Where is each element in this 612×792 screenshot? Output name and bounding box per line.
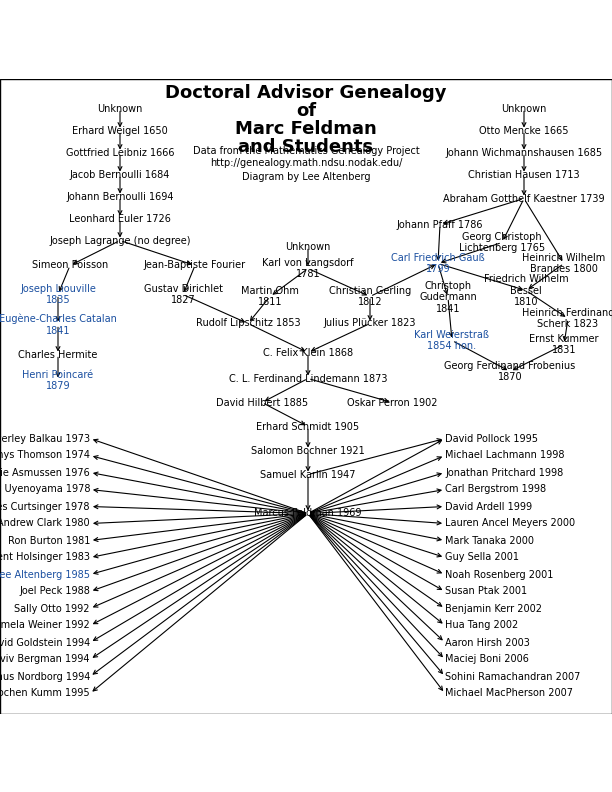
Text: Susan Ptak 2001: Susan Ptak 2001 — [445, 587, 527, 596]
Text: Unknown: Unknown — [285, 242, 330, 252]
Text: Mark Tanaka 2000: Mark Tanaka 2000 — [445, 535, 534, 546]
Text: Noah Rosenberg 2001: Noah Rosenberg 2001 — [445, 569, 553, 580]
Text: Hua Tang 2002: Hua Tang 2002 — [445, 620, 518, 630]
Text: of: of — [296, 102, 316, 120]
Text: Johann Bernoulli 1694: Johann Bernoulli 1694 — [66, 192, 174, 201]
Text: and Students: and Students — [239, 139, 373, 157]
Text: Andrew Clark 1980: Andrew Clark 1980 — [0, 519, 90, 528]
Text: Ernst Kummer
1831: Ernst Kummer 1831 — [529, 333, 599, 356]
Text: Julius Plücker 1823: Julius Plücker 1823 — [324, 318, 416, 329]
Text: Christian Gerling
1812: Christian Gerling 1812 — [329, 286, 411, 307]
Text: Marcus Feldman 1969: Marcus Feldman 1969 — [254, 508, 362, 519]
Text: Christoph
Gudermann
1841: Christoph Gudermann 1841 — [419, 281, 477, 314]
Text: Michael Lachmann 1998: Michael Lachmann 1998 — [445, 451, 564, 460]
Text: Jean-Baptiste Fourier: Jean-Baptiste Fourier — [144, 261, 246, 271]
Text: Lee Altenberg 1985: Lee Altenberg 1985 — [0, 569, 90, 580]
Text: Guy Sella 2001: Guy Sella 2001 — [445, 553, 519, 562]
Text: Carl Friedrich Gauß
1799: Carl Friedrich Gauß 1799 — [391, 253, 485, 274]
Text: Erhard Weigel 1650: Erhard Weigel 1650 — [72, 125, 168, 135]
Text: David Hilbert 1885: David Hilbert 1885 — [216, 398, 308, 408]
Text: James Curtsinger 1978: James Curtsinger 1978 — [0, 501, 90, 512]
Text: Eugène-Charles Catalan
1841: Eugène-Charles Catalan 1841 — [0, 314, 117, 336]
Text: Salomon Bochner 1921: Salomon Bochner 1921 — [251, 445, 365, 455]
Text: C. Felix Klein 1868: C. Felix Klein 1868 — [263, 348, 353, 357]
Text: Sohini Ramachandran 2007: Sohini Ramachandran 2007 — [445, 672, 580, 681]
Text: Pamela Weiner 1992: Pamela Weiner 1992 — [0, 620, 90, 630]
Text: Jochen Kumm 1995: Jochen Kumm 1995 — [0, 688, 90, 699]
Text: Karl von Langsdorf
1781: Karl von Langsdorf 1781 — [263, 257, 354, 280]
Text: Gottfried Leibniz 1666: Gottfried Leibniz 1666 — [65, 147, 174, 158]
Text: Magnus Nordborg 1994: Magnus Nordborg 1994 — [0, 672, 90, 681]
Text: Lauren Ancel Meyers 2000: Lauren Ancel Meyers 2000 — [445, 519, 575, 528]
Text: Maciej Boni 2006: Maciej Boni 2006 — [445, 654, 529, 664]
Text: C. L. Ferdinand Lindemann 1873: C. L. Ferdinand Lindemann 1873 — [229, 374, 387, 383]
Text: Henri Poincaré
1879: Henri Poincaré 1879 — [23, 370, 94, 391]
Text: Marcy Uyenoyama 1978: Marcy Uyenoyama 1978 — [0, 485, 90, 494]
Text: Samuel Karlin 1947: Samuel Karlin 1947 — [260, 470, 356, 479]
Text: Charles Hermite: Charles Hermite — [18, 349, 98, 360]
Text: Oskar Perron 1902: Oskar Perron 1902 — [347, 398, 437, 408]
Text: Georg Christoph
Lichtenberg 1765: Georg Christoph Lichtenberg 1765 — [459, 232, 545, 253]
Text: Aaron Hirsh 2003: Aaron Hirsh 2003 — [445, 638, 530, 648]
Text: Marc Feldman: Marc Feldman — [235, 120, 377, 139]
Text: Jonathan Pritchard 1998: Jonathan Pritchard 1998 — [445, 467, 563, 478]
Text: Carl Bergstrom 1998: Carl Bergstrom 1998 — [445, 485, 546, 494]
Text: Aviv Bergman 1994: Aviv Bergman 1994 — [0, 654, 90, 664]
Text: Johann Pfaff 1786: Johann Pfaff 1786 — [397, 219, 483, 230]
Text: David Ardell 1999: David Ardell 1999 — [445, 501, 532, 512]
Text: Abraham Gotthelf Kaestner 1739: Abraham Gotthelf Kaestner 1739 — [443, 193, 605, 204]
Text: Erhard Schmidt 1905: Erhard Schmidt 1905 — [256, 421, 360, 432]
Text: http://genealogy.math.ndsu.nodak.edu/: http://genealogy.math.ndsu.nodak.edu/ — [210, 158, 402, 169]
Text: Unknown: Unknown — [97, 104, 143, 113]
Text: Georg Ferdinand Frobenius
1870: Georg Ferdinand Frobenius 1870 — [444, 360, 576, 383]
Text: David Goldstein 1994: David Goldstein 1994 — [0, 638, 90, 648]
Text: Benjamin Kerr 2002: Benjamin Kerr 2002 — [445, 604, 542, 614]
Text: Rudolf Lipschitz 1853: Rudolf Lipschitz 1853 — [196, 318, 300, 329]
Text: David Pollock 1995: David Pollock 1995 — [445, 433, 538, 444]
Text: Diagram by Lee Altenberg: Diagram by Lee Altenberg — [242, 172, 370, 181]
Text: Karl Weierstraß
1854 hon.: Karl Weierstraß 1854 hon. — [414, 329, 490, 352]
Text: Beverley Balkau 1973: Beverley Balkau 1973 — [0, 433, 90, 444]
Text: Simeon Poisson: Simeon Poisson — [32, 261, 108, 271]
Text: Joel Peck 1988: Joel Peck 1988 — [19, 587, 90, 596]
Text: Michael MacPherson 2007: Michael MacPherson 2007 — [445, 688, 573, 699]
Text: Heinrich Ferdinand
Scherk 1823: Heinrich Ferdinand Scherk 1823 — [522, 308, 612, 329]
Text: Ron Burton 1981: Ron Burton 1981 — [7, 535, 90, 546]
Text: Friedrich Wilhelm
Bessel
1810: Friedrich Wilhelm Bessel 1810 — [483, 274, 569, 307]
Text: Joseph Lagrange (no degree): Joseph Lagrange (no degree) — [49, 235, 191, 246]
Text: Christian Hausen 1713: Christian Hausen 1713 — [468, 169, 580, 180]
Text: Glenys Thomson 1974: Glenys Thomson 1974 — [0, 451, 90, 460]
Text: Martin Ohm
1811: Martin Ohm 1811 — [241, 286, 299, 307]
Text: Data from the Mathematics Genealogy Project: Data from the Mathematics Genealogy Proj… — [193, 146, 419, 155]
Text: Joseph Liouville
1835: Joseph Liouville 1835 — [20, 284, 96, 305]
Text: Doctoral Advisor Genealogy: Doctoral Advisor Genealogy — [165, 85, 447, 102]
Text: Leonhard Euler 1726: Leonhard Euler 1726 — [69, 214, 171, 223]
Text: Unknown: Unknown — [501, 104, 547, 113]
Text: Jacob Bernoulli 1684: Jacob Bernoulli 1684 — [70, 169, 170, 180]
Text: Otto Mencke 1665: Otto Mencke 1665 — [479, 125, 569, 135]
Text: Marjorie Asmussen 1976: Marjorie Asmussen 1976 — [0, 467, 90, 478]
Text: Kent Holsinger 1983: Kent Holsinger 1983 — [0, 553, 90, 562]
Text: Gustav Dirichlet
1827: Gustav Dirichlet 1827 — [143, 284, 223, 305]
Text: Sally Otto 1992: Sally Otto 1992 — [15, 604, 90, 614]
Text: Johann Wichmannshausen 1685: Johann Wichmannshausen 1685 — [446, 147, 603, 158]
Text: Heinrich Wilhelm
Brandes 1800: Heinrich Wilhelm Brandes 1800 — [523, 253, 606, 274]
